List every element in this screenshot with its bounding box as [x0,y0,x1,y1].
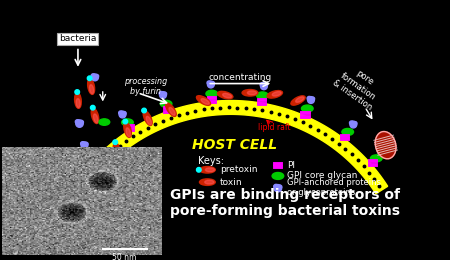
Ellipse shape [160,100,172,107]
Ellipse shape [197,167,201,172]
Ellipse shape [76,120,83,127]
Ellipse shape [211,82,215,85]
Ellipse shape [94,114,98,123]
Text: Keys:: Keys: [198,156,224,166]
Ellipse shape [370,155,382,162]
Ellipse shape [274,184,279,188]
Ellipse shape [113,140,117,145]
Ellipse shape [123,119,128,124]
Ellipse shape [122,119,133,126]
Ellipse shape [169,107,175,115]
Text: pore-forming bacterial toxins: pore-forming bacterial toxins [170,204,400,218]
Ellipse shape [75,90,80,94]
Text: HOST CELL: HOST CELL [192,138,277,152]
Ellipse shape [90,105,95,110]
Ellipse shape [122,112,126,115]
Ellipse shape [81,142,88,149]
Ellipse shape [223,93,232,98]
Ellipse shape [160,92,166,99]
Text: 50 nm: 50 nm [112,252,136,260]
Ellipse shape [206,90,218,97]
Ellipse shape [248,91,256,95]
Ellipse shape [267,90,283,98]
Ellipse shape [302,105,313,112]
Ellipse shape [278,185,282,189]
Ellipse shape [274,185,282,192]
Ellipse shape [264,83,268,87]
Ellipse shape [205,168,215,172]
Text: lipid raft: lipid raft [258,123,291,132]
Ellipse shape [126,128,130,137]
Ellipse shape [353,122,357,125]
Ellipse shape [350,121,354,125]
Ellipse shape [256,92,268,99]
Ellipse shape [307,97,315,103]
Ellipse shape [91,108,99,124]
Text: GPI core glycan: GPI core glycan [287,171,358,180]
Text: pretoxin: pretoxin [220,165,257,174]
Ellipse shape [199,166,215,173]
Ellipse shape [342,128,354,135]
Ellipse shape [311,97,315,100]
Ellipse shape [75,93,81,108]
Ellipse shape [146,116,152,125]
Ellipse shape [124,122,131,137]
Ellipse shape [307,96,311,100]
Ellipse shape [84,142,88,146]
Ellipse shape [261,83,267,90]
Ellipse shape [166,103,176,116]
Text: toxin: toxin [220,178,243,187]
Ellipse shape [199,179,215,185]
Ellipse shape [86,148,97,155]
Ellipse shape [201,99,209,104]
Ellipse shape [205,180,214,184]
Ellipse shape [91,74,95,78]
Ellipse shape [375,132,396,159]
Text: bacteria: bacteria [59,34,97,43]
Text: GPIs are binding receptors of: GPIs are binding receptors of [170,188,400,202]
Ellipse shape [291,96,305,105]
Ellipse shape [242,89,258,96]
Ellipse shape [119,111,123,115]
Ellipse shape [75,120,80,124]
Ellipse shape [92,74,99,81]
Ellipse shape [197,96,211,105]
Ellipse shape [115,149,119,158]
Polygon shape [74,101,387,194]
Ellipse shape [296,97,304,102]
Text: concentrating: concentrating [208,73,271,82]
Ellipse shape [379,149,384,152]
Ellipse shape [119,111,126,118]
Ellipse shape [76,99,80,108]
Ellipse shape [81,142,85,146]
Ellipse shape [143,111,152,126]
Ellipse shape [260,83,264,87]
Ellipse shape [163,92,166,95]
Ellipse shape [380,149,387,156]
Ellipse shape [90,85,94,94]
Ellipse shape [79,120,83,124]
Ellipse shape [159,92,163,95]
Ellipse shape [95,74,99,78]
Ellipse shape [207,81,214,88]
Text: pore
formation
& insertion: pore formation & insertion [331,61,386,112]
Ellipse shape [99,119,110,125]
Ellipse shape [207,81,211,85]
Text: processing
by furin: processing by furin [124,77,167,96]
Ellipse shape [272,172,284,179]
Ellipse shape [113,143,120,158]
Text: PI: PI [287,161,295,171]
Ellipse shape [88,79,94,94]
Ellipse shape [217,91,233,99]
Ellipse shape [383,149,387,153]
Ellipse shape [350,121,357,128]
Ellipse shape [142,108,146,113]
Ellipse shape [87,76,92,81]
Text: GPI-anchored proteins
or glycoproteins: GPI-anchored proteins or glycoproteins [287,178,381,197]
Ellipse shape [272,92,281,96]
